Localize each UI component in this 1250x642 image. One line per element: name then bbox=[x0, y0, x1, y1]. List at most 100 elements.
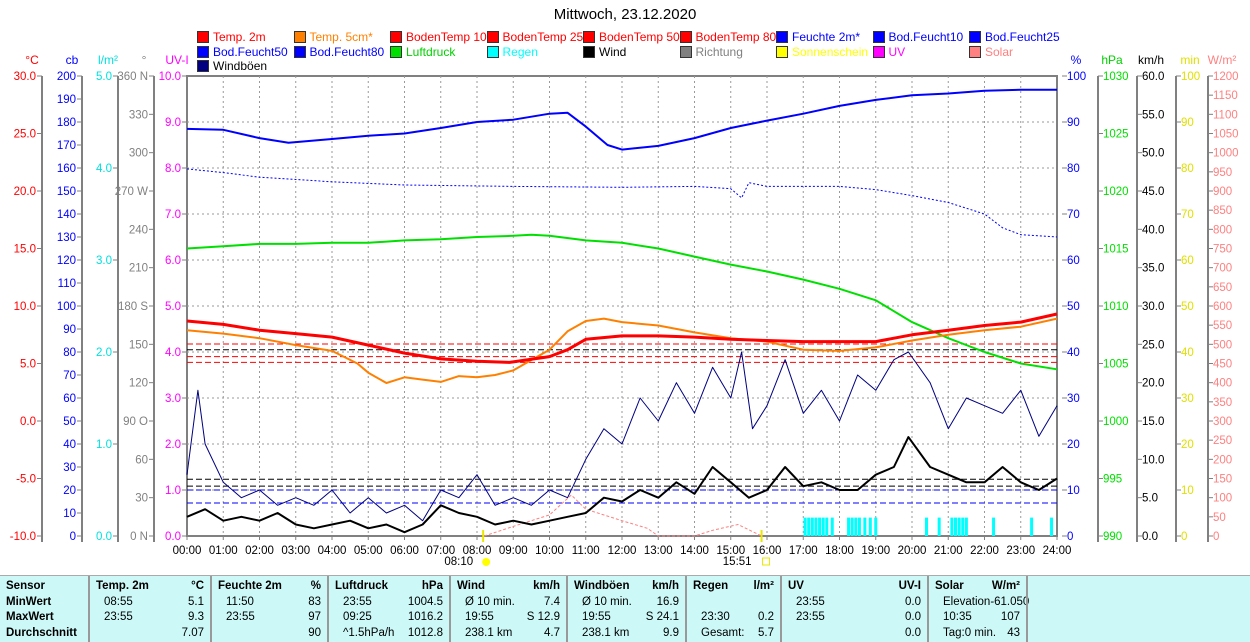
axis-label-hum: 30 bbox=[1067, 393, 1080, 405]
axis-label-wind: 40.0 bbox=[1142, 224, 1164, 236]
axis-label-solar: 1050 bbox=[1213, 129, 1239, 141]
axis-label-uv: 9.0 bbox=[165, 117, 181, 129]
legend-label: Temp. 5cm* bbox=[309, 30, 373, 44]
stats-cell-value: 4.7 bbox=[544, 626, 560, 639]
axis-label-solar: 550 bbox=[1213, 320, 1232, 332]
axis-unit-dir: ° bbox=[142, 53, 147, 67]
stats-cell-value: 0.0 bbox=[905, 611, 921, 623]
series-wind bbox=[186, 436, 1058, 534]
axis-label-press: 1005 bbox=[1103, 359, 1129, 371]
stats-cell-label: 19:55 bbox=[465, 611, 494, 623]
axis-label-uv: 4.0 bbox=[165, 347, 181, 359]
axis-label-sun: 40 bbox=[1181, 347, 1194, 359]
rain-bar bbox=[830, 517, 834, 536]
x-tick-label: 16:00 bbox=[753, 545, 782, 557]
rain-bar bbox=[854, 517, 858, 536]
series-temp-2m bbox=[186, 312, 1058, 364]
stats-header: Regen l/m² bbox=[687, 579, 780, 595]
x-tick-label: 01:00 bbox=[209, 545, 238, 557]
legend-swatch bbox=[197, 45, 209, 58]
axis-label-solar: 900 bbox=[1213, 186, 1232, 198]
stats-header-unit: km/h bbox=[652, 580, 679, 592]
axis-label-dir: 90 O bbox=[123, 416, 148, 428]
stats-row-label: Durchschnitt bbox=[0, 626, 88, 642]
x-tick-label: 11:00 bbox=[572, 545, 600, 557]
legend-swatch bbox=[872, 45, 885, 58]
stats-cell-label: 23:55 bbox=[796, 595, 825, 608]
legend-swatch bbox=[293, 45, 306, 58]
axis-label-solar: 250 bbox=[1213, 435, 1232, 447]
axis-label-hum: 70 bbox=[1067, 209, 1080, 221]
stats-row: 23:55 1004.5 bbox=[329, 595, 449, 611]
axis-label-cb: 120 bbox=[57, 255, 76, 267]
axis-label-press: 1000 bbox=[1103, 416, 1129, 428]
axis-label-temp: 10.0 bbox=[14, 301, 36, 313]
rain-bar bbox=[814, 517, 818, 536]
legend-item: Temp. 5cm* bbox=[293, 30, 373, 44]
legend-item: UV bbox=[872, 45, 905, 59]
rain-bar bbox=[961, 517, 965, 536]
legend-label: Regen bbox=[502, 44, 538, 59]
axis-label-uv: 0.0 bbox=[165, 531, 181, 543]
stats-cell-label: 23:55 bbox=[226, 611, 255, 623]
legend-label: Sonnenschein bbox=[792, 44, 869, 59]
stats-header: UV UV-I bbox=[782, 579, 927, 595]
x-tick-label: 21:00 bbox=[934, 545, 963, 557]
axis-label-dir: 270 W bbox=[115, 186, 148, 198]
legend-item: Sonnenschein bbox=[776, 45, 868, 59]
series-feuchte-2m- bbox=[186, 88, 1057, 151]
axis-label-solar: 50 bbox=[1213, 512, 1226, 524]
axis-label-rain: 5.0 bbox=[96, 71, 112, 83]
axis-label-dir: 210 bbox=[129, 263, 148, 275]
axis-label-press: 995 bbox=[1103, 474, 1122, 486]
stats-header: Solar W/m² bbox=[929, 579, 1026, 595]
legend-swatch bbox=[679, 45, 692, 58]
stats-row: 0.0 bbox=[782, 626, 927, 642]
axis-label-solar: 500 bbox=[1213, 339, 1232, 351]
axis-label-cb: 180 bbox=[57, 117, 76, 129]
x-tick-label: 07:00 bbox=[426, 545, 455, 557]
legend-swatch bbox=[776, 45, 788, 58]
axis-label-cb: 60 bbox=[63, 393, 76, 405]
x-tick-label: 02:00 bbox=[245, 545, 274, 557]
axis-unit-sun: min bbox=[1180, 53, 1199, 67]
axis-unit-temp: °C bbox=[25, 53, 39, 67]
legend-item: Regen bbox=[486, 44, 538, 59]
axis-label-hum: 0 bbox=[1067, 531, 1073, 543]
legend-item: Windböen bbox=[197, 59, 267, 73]
series-solar bbox=[484, 494, 762, 537]
axis-label-solar: 100 bbox=[1213, 493, 1232, 505]
axis-label-cb: 30 bbox=[63, 462, 76, 474]
stats-cell-label: 23:55 bbox=[343, 595, 372, 608]
legend-swatch bbox=[197, 31, 209, 43]
stats-header-unit: % bbox=[310, 580, 321, 592]
x-tick-label: 19:00 bbox=[861, 545, 890, 557]
axis-label-sun: 60 bbox=[1181, 255, 1194, 267]
legend-item: Richtung bbox=[679, 45, 743, 59]
stats-header: Windböen km/h bbox=[568, 579, 685, 595]
axis-label-wind: 0.0 bbox=[1142, 531, 1158, 543]
rain-bar bbox=[807, 517, 811, 536]
series-windb-en bbox=[186, 351, 1058, 522]
stats-cell-value: 16.9 bbox=[656, 595, 679, 608]
axis-label-dir: 150 bbox=[129, 339, 148, 351]
legend-label: Windböen bbox=[213, 59, 268, 73]
x-tick-label: 05:00 bbox=[354, 545, 383, 557]
axis-label-sun: 80 bbox=[1181, 163, 1194, 175]
axis-label-hum: 60 bbox=[1067, 255, 1080, 267]
axis-label-cb: 80 bbox=[63, 347, 76, 359]
axis-label-cb: 90 bbox=[63, 324, 76, 336]
sunset-label: 15:51 bbox=[723, 556, 752, 568]
stats-column-temp-2m: Temp. 2m °C 08:55 5.1 23:55 9.3 7.07 bbox=[88, 576, 210, 642]
stats-cell-label: 23:30 bbox=[701, 611, 730, 623]
axis-label-temp: -5.0 bbox=[16, 474, 36, 486]
axis-label-cb: 170 bbox=[57, 140, 76, 152]
stats-cell-value: -61.050 bbox=[990, 595, 1030, 608]
axis-label-wind: 5.0 bbox=[1142, 493, 1158, 505]
stats-cell-label bbox=[218, 626, 226, 642]
axis-label-wind: 35.0 bbox=[1142, 263, 1164, 275]
legend-item: Luftdruck bbox=[390, 45, 455, 59]
axis-label-dir: 30 bbox=[135, 493, 148, 505]
x-tick-label: 12:00 bbox=[608, 545, 637, 557]
axis-label-solar: 200 bbox=[1213, 454, 1232, 466]
